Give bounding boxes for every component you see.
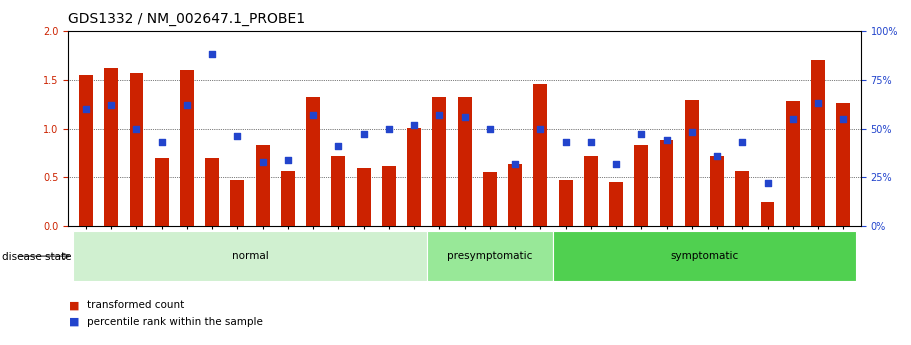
Bar [786,101,800,226]
Point [660,137,674,143]
Text: presymptomatic: presymptomatic [447,251,533,261]
Point [785,116,800,121]
Bar [761,201,774,226]
Bar [407,128,421,226]
Bar [558,180,572,226]
Text: ■: ■ [69,300,80,310]
Bar [426,231,553,281]
Point [432,112,446,118]
Bar [129,73,143,226]
Bar [357,168,371,226]
Point [533,126,548,131]
Point [836,116,851,121]
Bar [281,171,295,226]
Text: transformed count: transformed count [87,300,185,310]
Bar [836,103,850,226]
Point [78,106,93,112]
Bar [180,70,194,226]
Point [104,102,118,108]
Point [382,126,396,131]
Bar [811,60,825,226]
Text: normal: normal [231,251,269,261]
Bar [685,100,699,226]
Bar [332,156,345,226]
Point [205,52,220,57]
Bar [534,84,548,226]
Point [457,114,472,120]
Bar [508,164,522,226]
Text: ■: ■ [69,317,80,326]
Bar [634,145,649,226]
Point [129,126,144,131]
Point [306,112,321,118]
Point [735,139,750,145]
Bar [483,172,496,226]
Point [407,122,422,127]
Bar [306,97,320,226]
Text: percentile rank within the sample: percentile rank within the sample [87,317,263,326]
Bar [710,156,724,226]
Point [230,134,245,139]
Point [760,180,774,186]
Point [179,102,194,108]
Bar [230,180,244,226]
Point [483,126,497,131]
Point [684,130,699,135]
Text: disease state: disease state [2,252,71,262]
Bar [79,75,93,226]
Text: GDS1332 / NM_002647.1_PROBE1: GDS1332 / NM_002647.1_PROBE1 [68,12,305,26]
Bar [256,145,270,226]
Point [811,100,825,106]
Bar [433,97,446,226]
Bar [205,158,220,226]
Bar [457,97,472,226]
Bar [660,140,673,226]
Bar [382,166,395,226]
Point [507,161,522,166]
Bar [609,182,623,226]
Bar [155,158,169,226]
Point [558,139,573,145]
Point [331,143,345,149]
Point [281,157,295,162]
Text: symptomatic: symptomatic [670,251,739,261]
Bar [74,231,426,281]
Point [710,153,724,159]
Point [255,159,270,165]
Point [609,161,623,166]
Point [634,131,649,137]
Point [584,139,599,145]
Bar [104,68,118,226]
Bar [553,231,855,281]
Bar [584,156,598,226]
Point [155,139,169,145]
Bar [735,171,749,226]
Point [356,131,371,137]
